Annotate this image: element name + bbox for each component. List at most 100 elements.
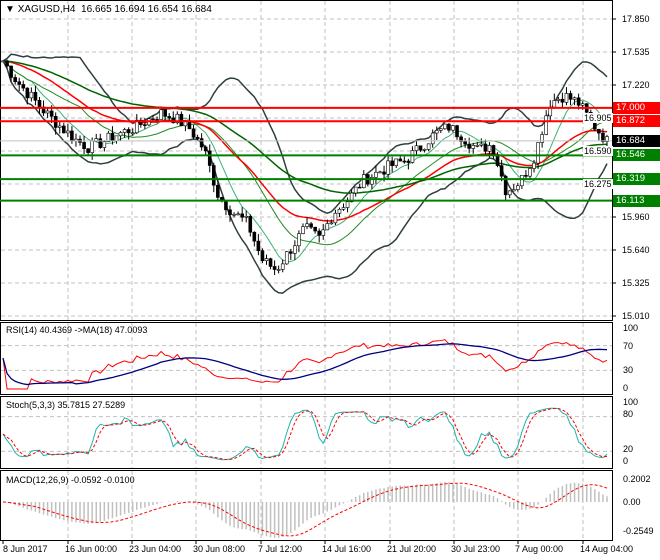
candle-body bbox=[402, 160, 407, 163]
rsi-axis-label: 30 bbox=[623, 365, 634, 376]
stoch-axis-label: 80 bbox=[623, 409, 634, 419]
rsi-axis-label: 70 bbox=[623, 340, 634, 351]
candle-body bbox=[224, 200, 228, 211]
candle-body bbox=[284, 251, 289, 265]
candle-body bbox=[33, 91, 38, 101]
time-axis-label: 8 Jun 2017 bbox=[3, 544, 48, 554]
candle-body bbox=[426, 143, 431, 150]
candle-body bbox=[495, 154, 500, 166]
level-price-tag: 17.000 bbox=[613, 101, 660, 114]
candle-body bbox=[134, 119, 139, 134]
candle-body bbox=[139, 119, 143, 125]
macd-axis-label: 0.00 bbox=[623, 497, 641, 507]
candle-body bbox=[378, 171, 382, 174]
candle-body bbox=[313, 226, 317, 232]
candle-body bbox=[601, 132, 605, 142]
time-axis-label: 7 Jul 12:00 bbox=[258, 544, 303, 554]
candle-body bbox=[528, 168, 532, 177]
time-axis-label: 30 Jun 08:00 bbox=[193, 544, 246, 554]
candle-body bbox=[491, 145, 496, 156]
candle-body bbox=[17, 81, 22, 85]
candle-body bbox=[414, 145, 419, 151]
candle-body bbox=[605, 136, 609, 142]
candle-body bbox=[106, 132, 111, 143]
candle-body bbox=[572, 97, 577, 100]
stoch-axis-label: 20 bbox=[623, 444, 634, 454]
candle-body bbox=[126, 129, 131, 134]
candle-body bbox=[329, 222, 334, 225]
candle-body bbox=[556, 98, 561, 101]
candle-body bbox=[443, 123, 447, 130]
candle-body bbox=[244, 216, 249, 218]
candle-body bbox=[390, 160, 394, 166]
candle-body bbox=[349, 192, 354, 203]
ma-slow-green bbox=[2, 60, 608, 194]
candle-body bbox=[511, 189, 516, 192]
candle-body bbox=[280, 263, 285, 270]
candle-body bbox=[143, 124, 147, 126]
candle-body bbox=[260, 250, 265, 262]
candle-body bbox=[29, 91, 34, 99]
candle-body bbox=[130, 132, 135, 135]
candle-body bbox=[82, 142, 86, 149]
high-value: 16.694 bbox=[114, 4, 146, 15]
candle-body bbox=[483, 143, 488, 152]
close-value: 16.684 bbox=[181, 4, 212, 15]
rsi-line bbox=[2, 339, 608, 390]
candle-body bbox=[317, 230, 321, 236]
time-axis-label: 23 Jun 04:00 bbox=[129, 544, 182, 554]
candle-body bbox=[90, 140, 94, 153]
candle-body bbox=[236, 213, 240, 216]
candle-body bbox=[536, 142, 540, 164]
candle-body bbox=[114, 135, 119, 142]
candle-body bbox=[544, 115, 548, 135]
candle-body bbox=[118, 132, 123, 137]
ma-red bbox=[2, 60, 608, 222]
stoch-axis-label: 100 bbox=[623, 397, 639, 407]
price-tick-label: 17.220 bbox=[622, 80, 650, 90]
candle-body bbox=[163, 109, 167, 117]
candle-body bbox=[475, 145, 480, 147]
candle-body bbox=[110, 132, 115, 142]
candle-body bbox=[576, 97, 581, 106]
price-tick-label: 15.010 bbox=[622, 311, 650, 321]
candle-body bbox=[13, 77, 17, 83]
candle-body bbox=[341, 207, 346, 210]
candle-body bbox=[357, 186, 362, 189]
symbol-header: ▼ XAGUSD,H4 16.665 16.694 16.654 16.684 bbox=[5, 4, 212, 16]
price-tick-label: 16.905 bbox=[583, 113, 613, 123]
candle-body bbox=[516, 185, 520, 190]
candle-body bbox=[289, 251, 293, 254]
candle-body bbox=[487, 145, 492, 152]
candle-body bbox=[62, 125, 66, 134]
candle-body bbox=[325, 223, 330, 231]
candle-body bbox=[374, 171, 378, 178]
candle-body bbox=[309, 223, 313, 228]
candle-body bbox=[122, 129, 127, 133]
rsi-axis-label: 100 bbox=[623, 323, 639, 333]
candle-body bbox=[321, 229, 326, 236]
candle-body bbox=[361, 174, 366, 188]
candle-body bbox=[451, 125, 455, 131]
dropdown-triangle-icon[interactable]: ▼ bbox=[5, 4, 15, 15]
ma-mid bbox=[2, 60, 608, 246]
symbol-label: XAGUSD,H4 bbox=[17, 4, 76, 15]
candle-body bbox=[179, 113, 184, 127]
macd-axis-label: 0.2002 bbox=[623, 474, 651, 484]
candle-body bbox=[256, 240, 261, 252]
time-axis-label: 30 Jul 23:00 bbox=[451, 544, 501, 554]
candle-body bbox=[276, 269, 281, 271]
candle-body bbox=[467, 143, 471, 149]
candle-body bbox=[25, 87, 30, 99]
candle-body bbox=[191, 128, 196, 138]
macd-axis-label: -0.2549 bbox=[623, 526, 654, 536]
rsi-ma-line bbox=[2, 343, 608, 386]
candle-body bbox=[410, 150, 415, 163]
macd-signal-line bbox=[2, 482, 608, 537]
price-tick-label: 16.275 bbox=[583, 179, 613, 189]
level-price-tag: 16.113 bbox=[613, 194, 660, 207]
candle-body bbox=[540, 134, 544, 143]
candle-body bbox=[297, 233, 301, 247]
